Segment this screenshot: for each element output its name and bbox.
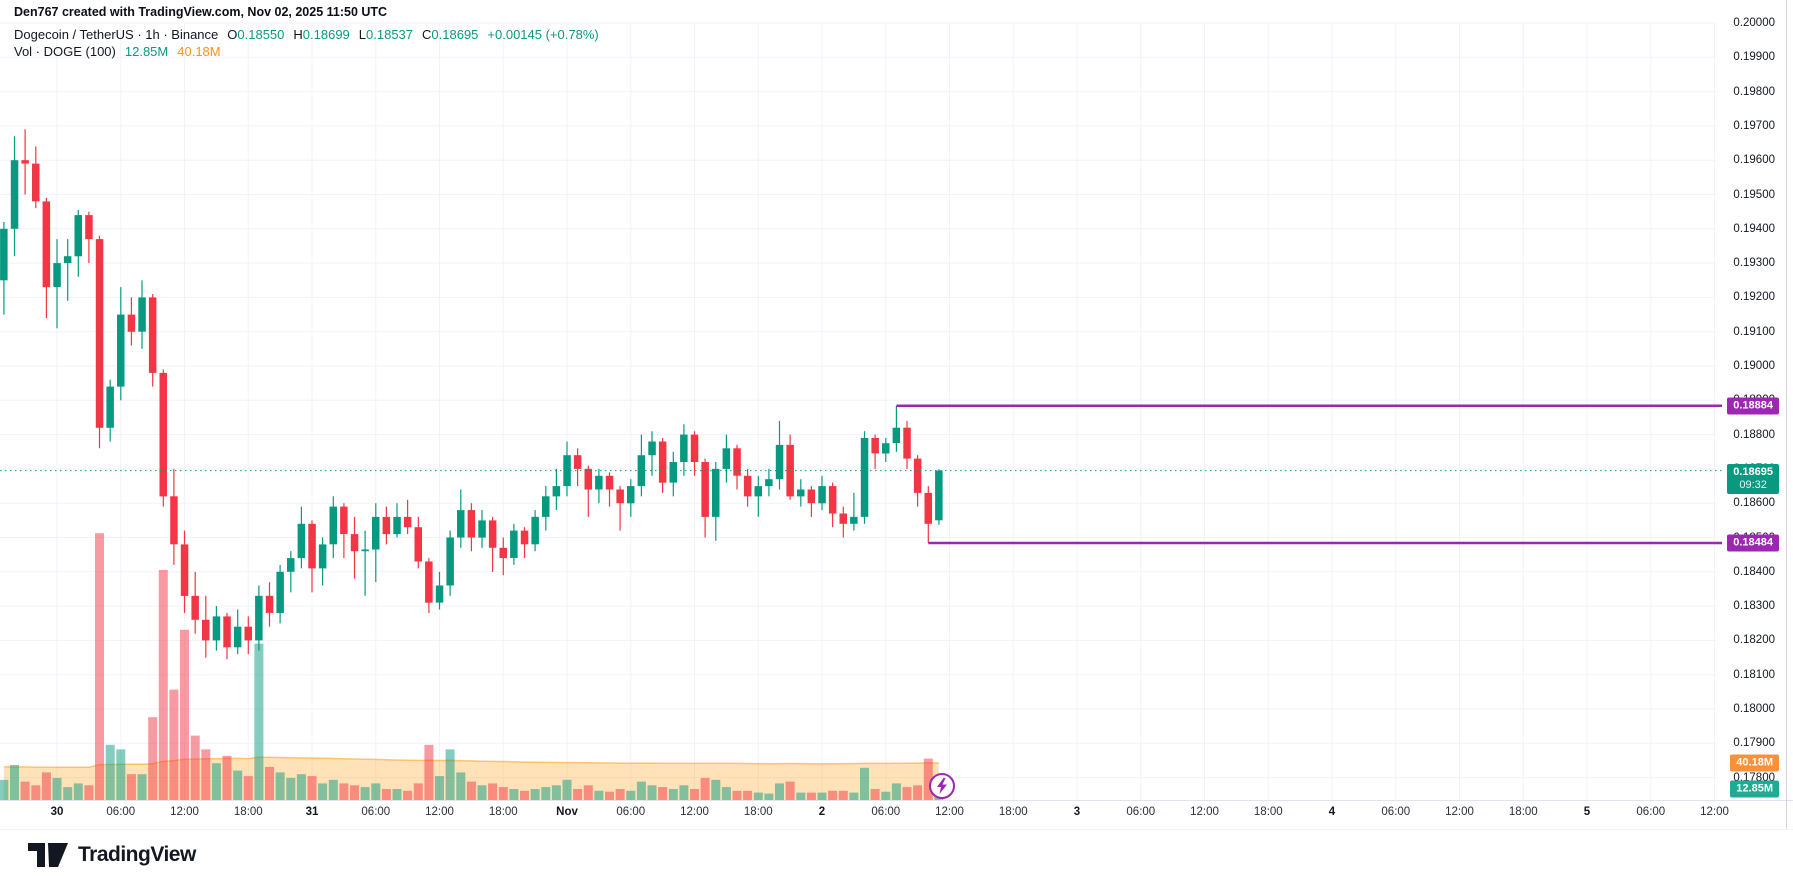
- upper-range-price-label[interactable]: 0.18884: [1727, 397, 1779, 415]
- time-tick-label: 18:00: [998, 806, 1028, 818]
- attribution-text: Den767 created with TradingView.com, Nov…: [14, 5, 388, 19]
- time-tick-label: 18:00: [233, 806, 263, 818]
- time-tick-label: 06:00: [361, 806, 391, 818]
- time-tick-label: 06:00: [871, 806, 901, 818]
- price-tick-label: 0.19900: [1733, 51, 1775, 64]
- price-tick-label: 0.17900: [1733, 737, 1775, 750]
- price-tick-label: 0.17800: [1733, 771, 1775, 784]
- close-label: C: [422, 27, 432, 42]
- ohlc-high: H0.18699: [293, 27, 349, 42]
- time-tick-label: 31: [305, 806, 319, 818]
- time-tick-label: 12:00: [425, 806, 454, 818]
- time-tick-label: 18:00: [1508, 806, 1538, 818]
- change-value: +0.00145 (+0.78%): [487, 27, 599, 42]
- time-tick-label: 30: [50, 806, 64, 818]
- high-value: 0.18699: [302, 27, 350, 42]
- time-tick-label: 18:00: [743, 806, 773, 818]
- open-label: O: [227, 27, 238, 42]
- tradingview-logo-icon: [28, 843, 68, 867]
- ohlc-low: L0.18537: [359, 27, 413, 42]
- volume-current-value: 12.85M: [124, 44, 169, 59]
- volume-indicator-label[interactable]: Vol · DOGE (100): [14, 44, 116, 59]
- low-label: L: [358, 27, 367, 42]
- price-tick-label: 0.18000: [1733, 703, 1775, 715]
- tradingview-logo-text: TradingView: [78, 843, 196, 866]
- price-tick-label: 0.19600: [1733, 154, 1775, 167]
- time-tick-label: 18:00: [1253, 806, 1283, 818]
- current-price-value: 0.18695: [1733, 465, 1773, 478]
- price-tick-label: 0.18300: [1733, 600, 1775, 613]
- price-tick-label: 0.19200: [1733, 291, 1775, 304]
- price-tick-label: 0.18600: [1733, 497, 1775, 510]
- time-tick-label: 06:00: [1381, 806, 1411, 818]
- time-tick-label: 12:00: [170, 806, 199, 818]
- lightning-icon: [937, 778, 947, 794]
- time-tick-label: 06:00: [1636, 806, 1666, 818]
- time-tick-label: Nov: [556, 806, 578, 818]
- price-tick-label: 0.18200: [1733, 634, 1775, 647]
- volume-ma-value: 40.18M: [177, 44, 221, 59]
- ohlc-close: C0.18695: [422, 27, 478, 42]
- time-tick-label: 12:00: [1700, 806, 1729, 818]
- tradingview-logo[interactable]: TradingView: [28, 842, 196, 868]
- time-tick-label: 12:00: [935, 806, 964, 818]
- time-tick-label: 06:00: [616, 806, 646, 818]
- time-tick-label: 06:00: [106, 806, 136, 818]
- price-tick-label: 0.19400: [1733, 222, 1775, 235]
- volume-axis-label: 12.85M: [1730, 780, 1779, 798]
- open-value: 0.18550: [237, 27, 285, 42]
- volume-ma-axis-label: 40.18M: [1730, 754, 1779, 772]
- time-tick-label: 4: [1328, 806, 1336, 818]
- time-tick-label: 18:00: [488, 806, 518, 818]
- price-tick-label: 0.19000: [1733, 360, 1775, 372]
- low-value: 0.18537: [366, 27, 414, 42]
- chart-legend: Dogecoin / TetherUS · 1h · Binance O0.18…: [14, 26, 599, 60]
- time-tick-label: 2: [818, 806, 826, 818]
- current-price-label[interactable]: 0.18695 09:32: [1727, 463, 1779, 494]
- time-tick-label: 12:00: [680, 806, 709, 818]
- bar-countdown: 09:32: [1739, 478, 1767, 491]
- price-tick-label: 0.19100: [1733, 325, 1775, 338]
- price-tick-label: 0.20000: [1733, 17, 1775, 29]
- lower-range-price-label[interactable]: 0.18484: [1727, 534, 1779, 552]
- price-tick-label: 0.19300: [1733, 257, 1775, 270]
- time-tick-label: 5: [1583, 806, 1591, 818]
- legend-volume-row: Vol · DOGE (100) 12.85M 40.18M: [14, 43, 599, 60]
- lightning-button[interactable]: [929, 773, 955, 799]
- price-tick-label: 0.19800: [1733, 85, 1775, 98]
- time-tick-label: 3: [1073, 806, 1081, 818]
- time-tick-label: 12:00: [1445, 806, 1474, 818]
- symbol-title[interactable]: Dogecoin / TetherUS · 1h · Binance: [14, 27, 219, 42]
- price-tick-label: 0.18400: [1733, 565, 1775, 578]
- time-tick-label: 06:00: [1126, 806, 1156, 818]
- high-label: H: [293, 27, 303, 42]
- price-tick-label: 0.18800: [1733, 428, 1775, 441]
- price-tick-label: 0.18100: [1733, 668, 1775, 681]
- time-tick-label: 12:00: [1190, 806, 1219, 818]
- price-tick-label: 0.19500: [1733, 188, 1775, 201]
- price-tick-label: 0.19700: [1733, 119, 1775, 132]
- ohlc-open: O0.18550: [227, 27, 284, 42]
- close-value: 0.18695: [431, 27, 479, 42]
- legend-symbol-row: Dogecoin / TetherUS · 1h · Binance O0.18…: [14, 26, 599, 43]
